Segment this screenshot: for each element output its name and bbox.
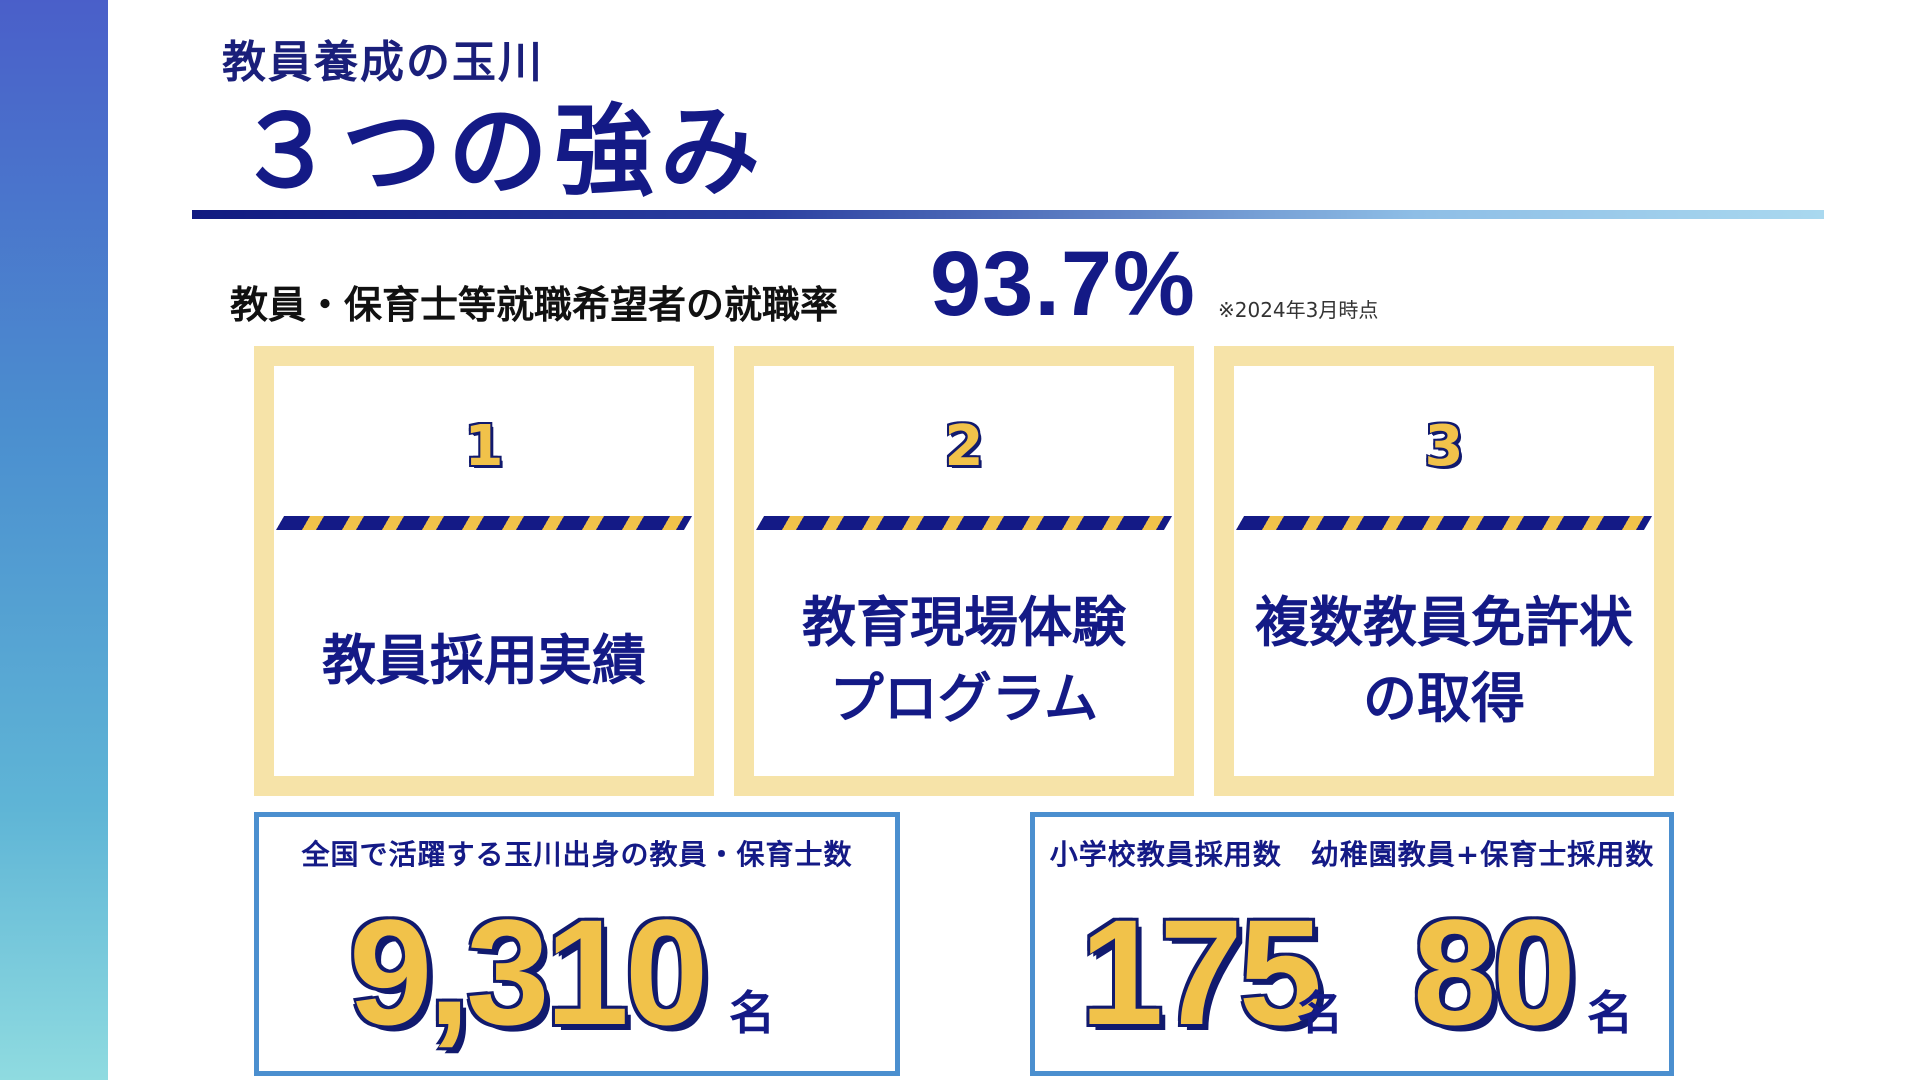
alumni-count: 9,310 [349,888,708,1056]
hiring-stat-box: 小学校教員採用数 幼稚園教員+保育士採用数 175 名 80 名 [1030,812,1674,1076]
employment-rate-note: ※2024年3月時点 [1218,298,1379,322]
strength-number: 3 [1424,414,1464,479]
employment-rate-label: 教員・保育士等就職希望者の就職率 [230,283,839,327]
alumni-count-unit: 名 [729,986,775,1040]
alumni-stat-label: 全国で活躍する玉川出身の教員・保育士数 [301,838,853,871]
strength-card-2: 2 教育現場体験 プログラム [734,346,1194,796]
elementary-hiring-unit: 名 [1297,986,1343,1040]
strength-number: 2 [944,414,984,479]
strength-title: 教員採用実績 [322,629,646,693]
strength-number: 1 [464,414,504,479]
strength-stripe [1235,516,1653,530]
kindergarten-hiring-unit: 名 [1587,986,1633,1040]
strength-title: 複数教員免許状 の取得 [1255,591,1633,730]
hiring-stat-label: 小学校教員採用数 幼稚園教員+保育士採用数 [1049,838,1655,871]
strength-title: 教育現場体験 プログラム [802,591,1126,730]
elementary-hiring-count: 175 [1080,888,1322,1056]
side-gradient-band [0,0,108,1080]
strength-card-1: 1 教員採用実績 [254,346,714,796]
strength-card-3: 3 複数教員免許状 の取得 [1214,346,1674,796]
strength-stripe [275,516,693,530]
page-subtitle: 教員養成の玉川 [222,37,544,88]
kindergarten-hiring-count: 80 [1413,888,1576,1056]
page-title: ３つの強み [236,93,766,210]
employment-rate-value: 93.7% [930,233,1196,335]
strength-stripe [755,516,1173,530]
alumni-stat-box: 全国で活躍する玉川出身の教員・保育士数 9,310 名 [254,812,900,1076]
title-underline [192,210,1824,219]
